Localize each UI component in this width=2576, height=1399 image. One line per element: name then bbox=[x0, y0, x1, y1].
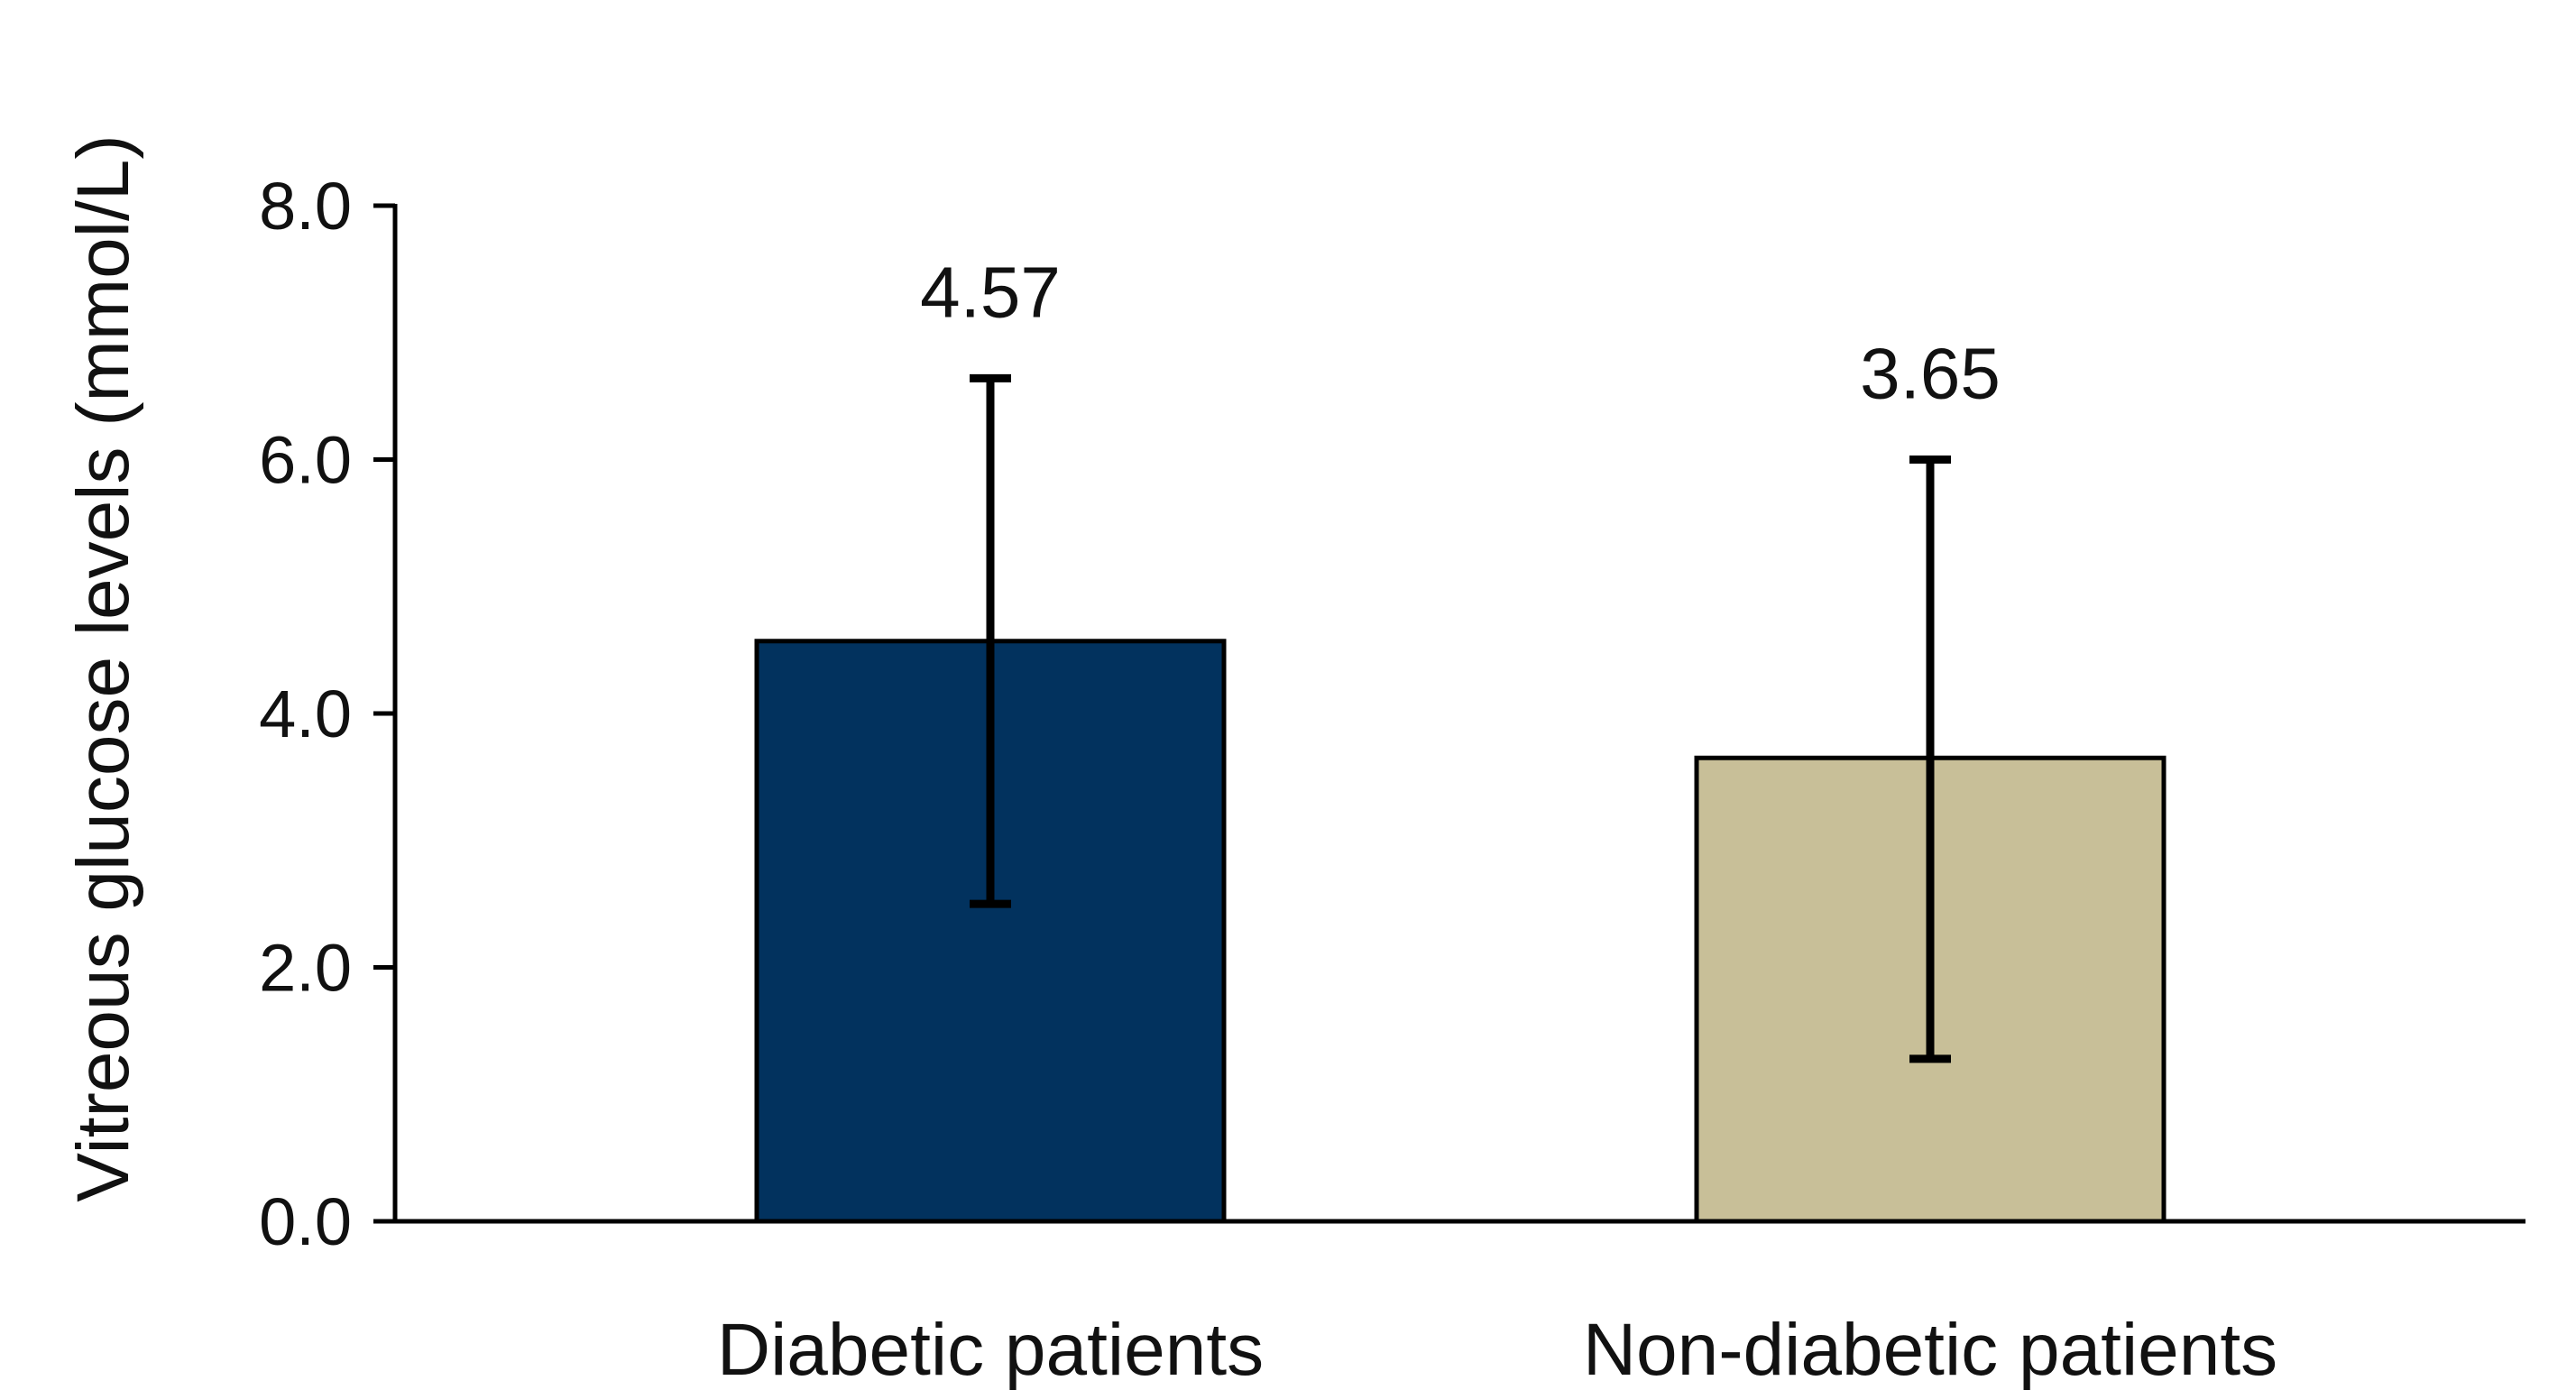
bars-layer bbox=[754, 639, 2167, 1224]
y-ticks-layer: 0.0 2.0 4.0 6.0 8.0 bbox=[259, 169, 395, 1259]
axes-layer bbox=[392, 204, 2525, 1224]
error-bars-layer bbox=[970, 373, 1951, 1063]
y-tick-label: 2.0 bbox=[259, 931, 352, 1006]
category-label: Non-diabetic patients bbox=[1583, 1309, 2277, 1391]
y-tick-label: 0.0 bbox=[259, 1184, 352, 1259]
y-tick-label: 4.0 bbox=[259, 676, 352, 751]
value-label: 4.57 bbox=[920, 252, 1061, 332]
value-label: 3.65 bbox=[1860, 334, 2001, 414]
y-tick-label: 6.0 bbox=[259, 423, 352, 498]
y-axis-title: Vitreous glucose levels (mmol/L) bbox=[62, 134, 144, 1201]
labels-layer: 4.57 Diabetic patients 3.65 Non-diabetic pa… bbox=[717, 252, 2277, 1391]
y-tick-label: 8.0 bbox=[259, 169, 352, 244]
category-label: Diabetic patients bbox=[717, 1309, 1264, 1391]
